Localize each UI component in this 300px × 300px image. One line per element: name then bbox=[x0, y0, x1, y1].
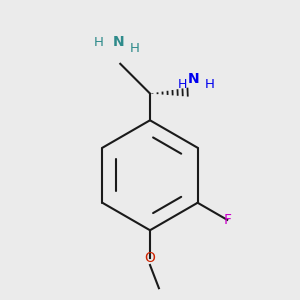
Text: H: H bbox=[94, 36, 104, 49]
Text: N: N bbox=[113, 35, 124, 49]
Text: H: H bbox=[205, 78, 214, 91]
Text: F: F bbox=[223, 213, 231, 227]
Text: H: H bbox=[130, 42, 140, 56]
Text: O: O bbox=[145, 251, 155, 266]
Text: N: N bbox=[187, 72, 199, 86]
Text: H: H bbox=[178, 78, 188, 91]
